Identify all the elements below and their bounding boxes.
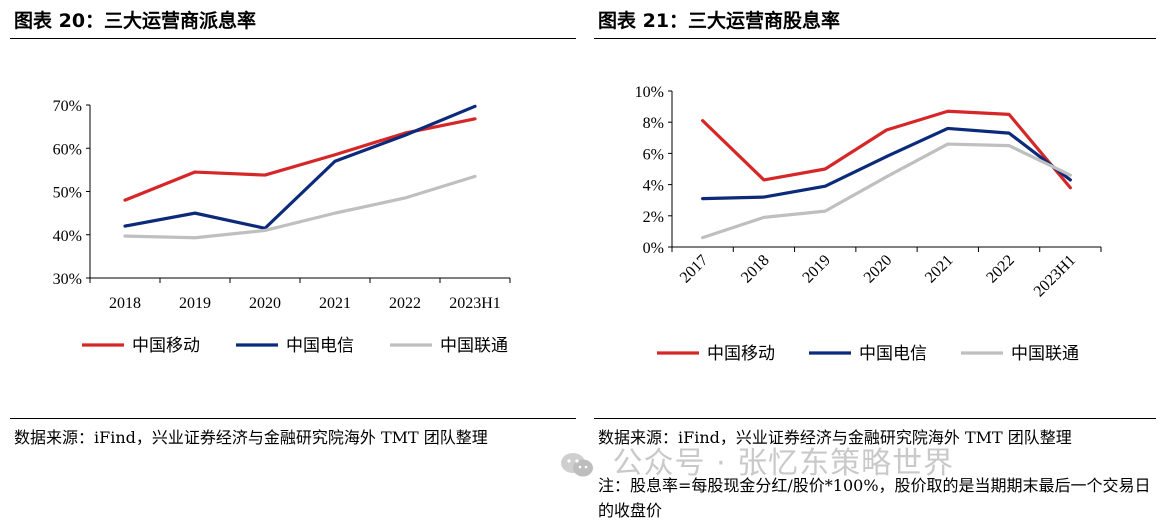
y-tick-label: 8%	[643, 115, 664, 132]
x-tick-label: 2022	[983, 252, 1018, 287]
x-tick-label: 2021	[922, 252, 957, 287]
left-line-chart: 30% 40% 50% 60% 70% 2018 2019 2020 2021 2022 2023H…	[53, 98, 511, 356]
wechat-icon	[561, 452, 593, 476]
series-line-中国联通	[123, 174, 477, 240]
x-tick-label: 2019	[799, 252, 834, 287]
legend-label: 中国联通	[440, 336, 508, 356]
series-line-中国移动	[123, 117, 477, 202]
series-line-中国电信	[123, 104, 477, 230]
left-source-text: 数据来源：iFind，兴业证券经济与金融研究院海外 TMT 团队整理	[14, 428, 488, 447]
legend-label: 中国电信	[286, 336, 354, 356]
right-line-chart: 0% 2% 4% 6% 8% 10% 2017 2018 2019 2020 2021 2022 202…	[635, 84, 1102, 364]
legend-label: 中国联通	[1011, 344, 1079, 364]
y-tick-label: 30%	[53, 271, 82, 288]
y-tick-label: 6%	[643, 146, 664, 163]
x-tick-label: 2019	[179, 295, 211, 312]
right-source-text: 数据来源：iFind，兴业证券经济与金融研究院海外 TMT 团队整理	[598, 428, 1072, 447]
x-tick-label: 2018	[109, 295, 141, 312]
x-tick-label: 2023H1	[449, 295, 501, 312]
watermark-text: 公众号 · 张忆东策略世界	[612, 446, 955, 481]
y-tick-label: 4%	[643, 178, 664, 195]
legend-label: 中国移动	[707, 344, 775, 364]
right-note-text: 注：股息率=每股现金分红/股价*100%，股价取的是当期期末最后一个交易日的收盘…	[598, 476, 1151, 520]
y-tick-label: 70%	[53, 98, 82, 115]
series-line-中国移动	[701, 109, 1072, 190]
chart-legend: 中国移动 中国电信 中国联通	[82, 336, 508, 356]
y-tick-label: 60%	[53, 141, 82, 158]
left-bottom-rule	[10, 418, 576, 419]
y-tick-label: 50%	[53, 185, 82, 202]
watermark: 公众号 · 张忆东策略世界	[560, 438, 954, 482]
y-tick-label: 10%	[635, 84, 664, 101]
legend-label: 中国移动	[132, 336, 200, 356]
y-tick-label: 0%	[643, 240, 664, 257]
x-tick-label: 2018	[738, 252, 773, 287]
x-tick-label: 2020	[861, 252, 896, 287]
x-tick-label: 2022	[389, 295, 421, 312]
y-tick-label: 40%	[53, 228, 82, 245]
y-tick-label: 2%	[643, 209, 664, 226]
left-chart-title: 图表 20：三大运营商派息率	[14, 10, 257, 32]
right-bottom-rule	[594, 418, 1156, 419]
series-line-中国联通	[701, 142, 1072, 240]
x-tick-label: 2021	[319, 295, 351, 312]
x-tick-label: 2020	[249, 295, 281, 312]
series-line-中国电信	[701, 126, 1072, 201]
right-chart-title: 图表 21：三大运营商股息率	[598, 10, 841, 32]
x-tick-label: 2017	[677, 252, 712, 287]
chart-legend: 中国移动 中国电信 中国联通	[657, 344, 1079, 364]
right-title-rule	[594, 38, 1156, 39]
x-tick-label: 2023H1	[1031, 252, 1079, 300]
left-title-rule	[10, 38, 576, 39]
legend-label: 中国电信	[859, 344, 927, 364]
